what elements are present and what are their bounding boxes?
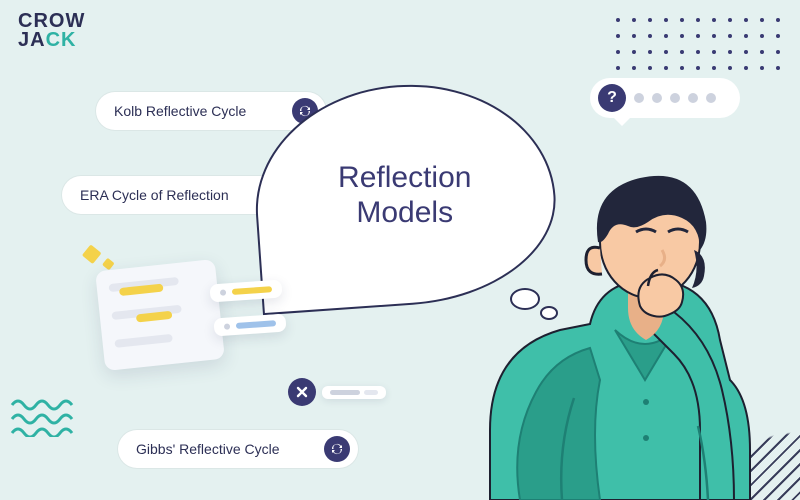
question-mark-icon: ? [598, 84, 626, 112]
infographic-stage: CROW JACK Kolb Reflective Cycle ERA Cycle… [0, 0, 800, 500]
logo-line2: JACK [18, 31, 85, 50]
brand-logo: CROW JACK [18, 12, 85, 50]
thought-title-line2: Models [357, 195, 454, 228]
pill-label: ERA Cycle of Reflection [80, 187, 229, 203]
close-badge [288, 378, 386, 406]
pill-kolb: Kolb Reflective Cycle [96, 92, 326, 130]
dot-grid-decor [616, 18, 782, 72]
notes-card [95, 259, 225, 371]
sync-icon [324, 436, 350, 462]
waves-decor [10, 397, 80, 442]
question-bubble: ? [590, 78, 740, 118]
logo-line2-accent: CK [46, 31, 77, 50]
pill-gibbs: Gibbs' Reflective Cycle [118, 430, 358, 468]
close-badge-tag [322, 386, 386, 399]
question-dots [634, 93, 716, 103]
chip-2 [213, 314, 286, 337]
logo-line2-base: JA [18, 29, 46, 51]
close-icon [288, 378, 316, 406]
pill-label: Gibbs' Reflective Cycle [136, 441, 280, 457]
thinking-person-illustration [450, 130, 760, 500]
pill-label: Kolb Reflective Cycle [114, 103, 246, 119]
